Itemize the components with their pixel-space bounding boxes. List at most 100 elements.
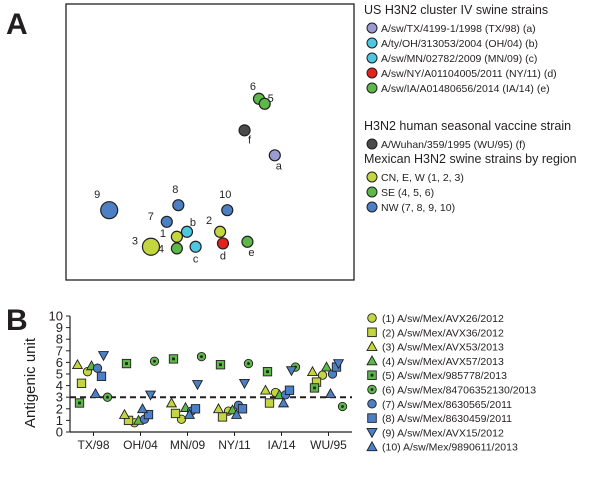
map-point-7 [160,215,173,228]
y-tick-label: 4 [56,378,63,393]
marker-s5-IA/14-dot [266,370,269,374]
legend-a-swatch [366,52,378,64]
marker-s10-TX/98 [89,387,102,399]
legend-b-swatch-4 [366,355,378,366]
legend-b-swatch-9 [366,427,378,439]
legend-a-swatch [366,138,378,150]
map-point-f [238,124,251,137]
legend-a-swatch [366,37,378,49]
marker-s8-TX/98 [96,371,107,381]
legend-b-item-9: (9) A/sw/Mex/AVX15/2012 [382,427,504,439]
legend-a-item: A/sw/MN/02782/2009 (MN/09) (c) [381,53,537,65]
marker-s9-NY/11 [238,378,251,390]
marker-s10-OH/04 [136,403,149,414]
legend-a-swatch [366,82,378,94]
y-tick-label: 8 [56,332,63,347]
marker-s9-TX/98 [97,351,110,362]
legend-a-group-title: US H3N2 cluster IV swine strains [364,3,548,17]
legend-a-item: A/Wuhan/359/1995 (WU/95) (f) [381,139,526,151]
legend-b-swatch-3 [366,340,378,352]
legend-b-item-2: (2) A/sw/Mex/AVX36/2012 [382,327,504,339]
map-point-e [241,235,254,248]
marker-s9-MN/09 [191,380,204,391]
marker-s3-MN/09 [165,397,178,408]
legend-a-group-title: H3N2 human seasonal vaccine strain [364,119,571,133]
legend-b-swatch-5-dot [370,373,374,377]
map-point-label-7: 7 [148,211,154,223]
marker-s6-WU/95-dot [341,405,344,408]
panel-b-letter: B [6,304,28,337]
map-point-label-c: c [193,254,199,266]
marker-s2-IA/14 [264,398,275,408]
map-point-c [189,240,202,253]
legend-b-item-10: (10) A/sw/Mex/9890611/2013 [382,442,518,454]
map-point-label-2: 2 [206,215,212,227]
legend-a-item: CN, E, W (1, 2, 3) [381,172,464,184]
legend-b-swatch-1 [367,313,377,323]
legend-a-item: SE (4, 5, 6) [381,187,434,199]
legend-b-swatch-6-dot [370,388,374,391]
x-tick-label: TX/98 [77,438,109,452]
legend-b-swatch-7 [367,399,377,409]
legend-a-item: A/sw/IA/A01480656/2014 (IA/14) (e) [381,83,550,95]
y-axis-label: Antigenic unit [22,337,39,428]
marker-s8-NY/11 [237,404,248,414]
map-point-3 [141,237,161,256]
marker-s6-MN/09-dot [200,355,203,358]
legend-b-swatch-10 [366,440,378,452]
marker-s7-TX/98 [92,363,103,373]
y-tick-label: 6 [56,355,63,370]
legend-a-item: NW (7, 8, 9, 10) [381,202,455,214]
marker-s3-WU/95 [306,365,319,376]
marker-s9-IA/14 [285,366,298,377]
legend-a-swatch [366,201,378,213]
marker-s2-TX/98 [76,378,87,388]
y-tick-label: 10 [49,309,63,324]
marker-s10-WU/95 [324,387,337,399]
marker-s10-NY/11 [230,408,243,419]
map-point-label-10: 10 [219,189,231,201]
y-tick-label: 1 [56,413,63,428]
map-point-4 [170,242,183,255]
marker-s2-MN/09 [170,408,181,419]
map-point-8 [172,199,185,212]
marker-s5-WU/95-dot [313,386,316,390]
marker-s9-OH/04 [144,390,157,401]
marker-s8-MN/09 [190,404,201,414]
legend-a-swatch [366,171,378,183]
legend-b-item-3: (3) A/sw/Mex/AVX53/2013 [382,342,504,354]
marker-s4-WU/95 [320,361,333,372]
marker-s3-IA/14 [259,384,272,395]
legend-b-item-5: (5) A/sw/Mex/985778/2013 [382,370,507,382]
map-point-1 [170,230,183,243]
map-point-label-9: 9 [94,189,100,201]
marker-s10-IA/14 [277,397,290,408]
map-point-d [216,237,230,250]
panel-a-legend: US H3N2 cluster IV swine strains A/sw/TX/… [364,3,577,214]
antigenic-map-frame [65,3,355,281]
map-point-9 [100,201,119,220]
map-point-label-f: f [248,134,252,146]
marker-s5-OH/04-dot [125,362,128,365]
legend-b-item-8: (8) A/sw/Mex/8630459/2011 [382,413,512,425]
antigenic-map-points: a f 65 e 9 8 10 7 b 1 2 3 4 c d [94,81,283,266]
legend-a-item: A/sw/NY/A01104005/2011 (NY/11) (d) [381,68,557,80]
marker-s2-NY/11 [217,412,228,422]
legend-a-group-title: Mexican H3N2 swine strains by region [364,152,577,166]
marker-s6-TX/98-dot [106,395,109,399]
y-tick-label: 2 [56,401,63,416]
marker-s6-NY/11-dot [247,362,250,365]
map-point-a [268,149,281,162]
legend-a-item: A/sw/TX/4199-1/1998 (TX/98) (a) [381,23,536,35]
map-point-b [180,225,194,238]
legend-b-item-4: (4) A/sw/Mex/AVX57/2013 [382,356,504,368]
map-point-label-a: a [276,160,283,172]
map-point-label-3: 3 [132,236,138,248]
legend-b-item-7: (7) A/sw/Mex/8630565/2011 [382,399,512,411]
map-point-label-1: 1 [160,228,166,240]
map-point-label-b: b [190,217,196,229]
map-point-2 [213,225,227,238]
legend-a-swatch [366,22,378,34]
